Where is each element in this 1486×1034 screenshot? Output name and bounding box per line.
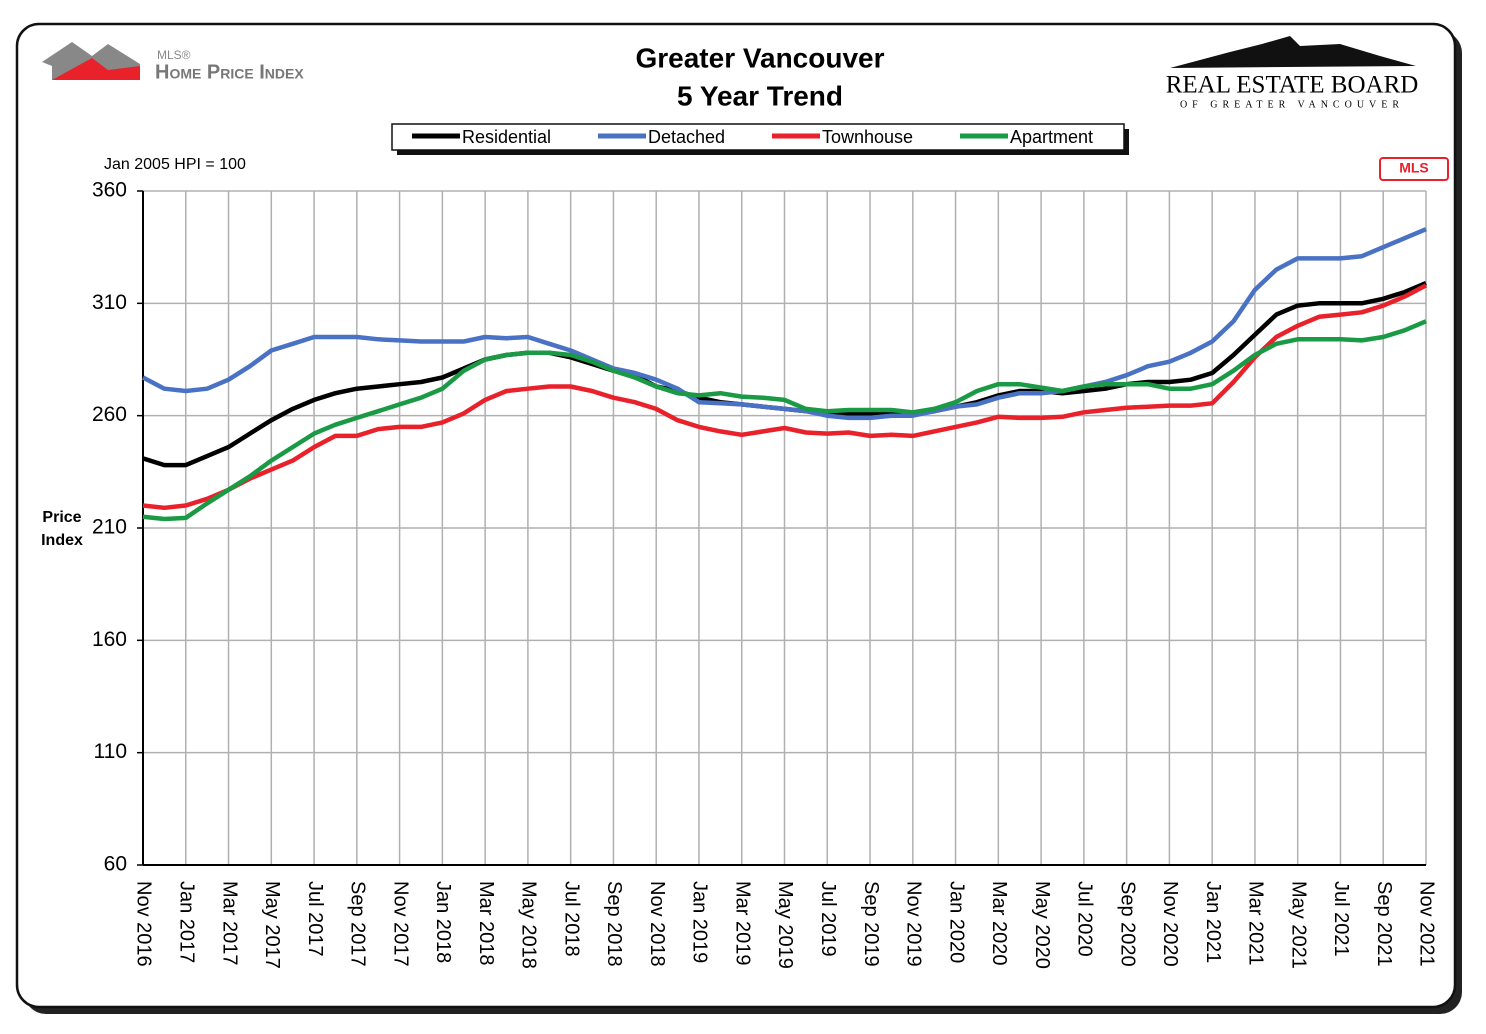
x-tick-label: Jul 2018 — [560, 881, 582, 957]
x-tick-label: Nov 2019 — [903, 881, 925, 967]
x-tick-label: Mar 2020 — [988, 881, 1010, 966]
y-tick-label: 160 — [92, 628, 127, 651]
mls-badge — [1379, 157, 1449, 181]
series-line — [141, 227, 1427, 421]
x-tick-label: Jan 2018 — [432, 881, 454, 963]
x-tick-label: Sep 2018 — [603, 881, 625, 967]
series-line — [142, 319, 1427, 522]
y-tick-label: 210 — [92, 516, 127, 539]
legend-label: Apartment — [1010, 127, 1093, 147]
x-tick-label: Mar 2019 — [731, 881, 753, 966]
x-tick-label: Sep 2021 — [1373, 881, 1395, 967]
x-tick-label: Nov 2021 — [1416, 881, 1438, 967]
y-tick-label: 60 — [104, 853, 127, 876]
x-tick-label: Jan 2019 — [689, 881, 711, 963]
series-line — [142, 283, 1428, 511]
x-tick-label: Jan 2020 — [945, 881, 967, 963]
x-tick-label: Jan 2017 — [175, 881, 197, 963]
x-tick-label: Sep 2020 — [1116, 881, 1138, 967]
x-tick-label: Nov 2017 — [389, 881, 411, 967]
x-tick-label: Jul 2020 — [1074, 881, 1096, 957]
logo-text: Home Price Index — [155, 61, 304, 83]
x-tick-label: Mar 2018 — [475, 881, 497, 966]
logo-text: OF GREATER VANCOUVER — [1180, 99, 1404, 110]
legend-label: Residential — [462, 127, 551, 147]
x-tick-label: May 2018 — [518, 881, 540, 969]
chart-subtitle: 5 Year Trend — [677, 80, 843, 111]
legend-label: Townhouse — [822, 127, 913, 147]
x-tick-label: Jul 2017 — [304, 881, 326, 957]
house-logo-red — [52, 58, 140, 80]
chart-title: Greater Vancouver — [635, 42, 884, 73]
y-tick-label: 110 — [94, 740, 127, 763]
x-tick-label: Jul 2021 — [1330, 881, 1352, 957]
x-tick-label: Nov 2018 — [646, 881, 668, 967]
x-tick-label: Nov 2020 — [1159, 881, 1181, 967]
x-tick-label: Mar 2017 — [218, 881, 240, 966]
x-tick-label: May 2020 — [1031, 881, 1053, 969]
x-tick-label: Mar 2021 — [1245, 881, 1267, 966]
x-tick-label: Sep 2017 — [347, 881, 369, 967]
logo-text: MLS® — [157, 48, 191, 62]
y-axis-label: Index — [41, 532, 83, 549]
x-tick-label: Sep 2019 — [860, 881, 882, 967]
x-tick-label: Jul 2019 — [817, 881, 839, 957]
y-tick-label: 360 — [92, 179, 127, 202]
x-tick-label: May 2017 — [261, 881, 283, 969]
y-tick-label: 310 — [92, 291, 127, 314]
x-tick-label: May 2019 — [774, 881, 796, 969]
note: Jan 2005 HPI = 100 — [104, 156, 246, 173]
x-tick-label: Nov 2016 — [133, 881, 155, 967]
logo-text: MLS — [1399, 160, 1429, 176]
x-tick-label: May 2021 — [1287, 881, 1309, 969]
legend-label: Detached — [648, 127, 725, 147]
x-tick-label: Jan 2021 — [1202, 881, 1224, 963]
y-tick-label: 260 — [92, 403, 127, 426]
skyline — [1170, 36, 1416, 68]
y-axis-label: Price — [42, 509, 81, 526]
logo-text: REAL ESTATE BOARD — [1166, 72, 1419, 99]
frame — [15, 22, 1457, 1009]
